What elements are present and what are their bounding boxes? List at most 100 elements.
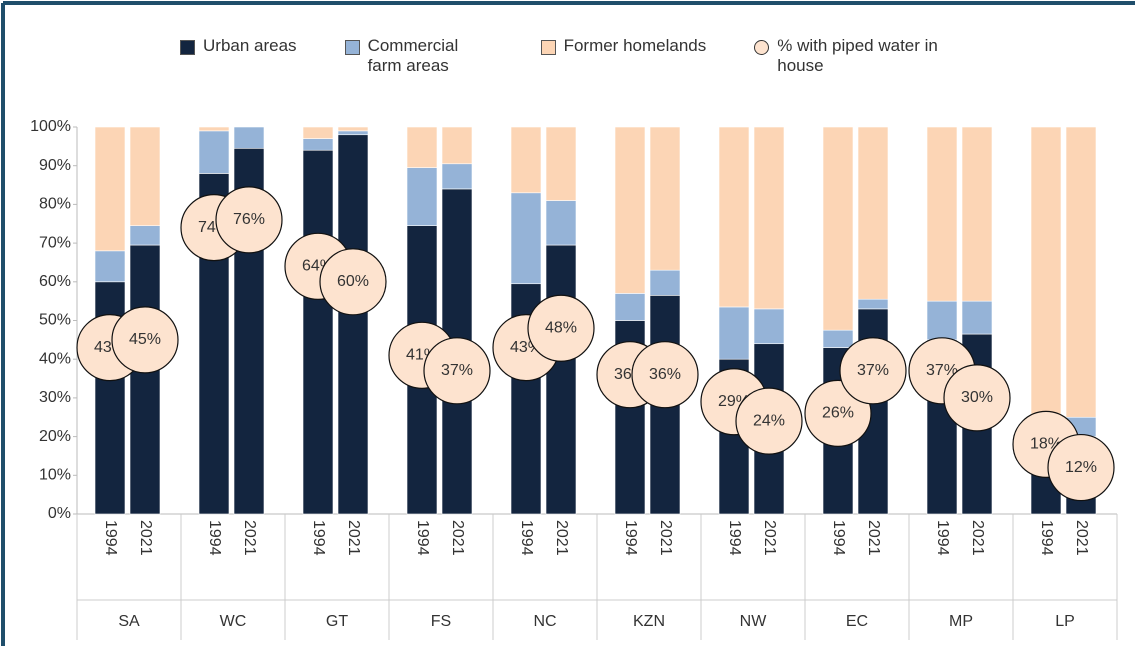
legend-swatch <box>540 40 556 55</box>
x-tick-label: 1994 <box>830 520 847 556</box>
x-tick-label: 2021 <box>761 520 778 556</box>
y-tick-label: 30% <box>39 389 71 406</box>
y-tick-label: 80% <box>39 196 71 213</box>
bar-segment <box>441 126 473 165</box>
bar-segment <box>129 126 161 226</box>
bar-segment <box>129 225 161 246</box>
bar-segment <box>545 244 577 515</box>
legend-label: Urban areas <box>203 36 297 55</box>
marker <box>839 337 907 405</box>
bar-segment <box>233 126 265 149</box>
marker <box>943 364 1011 432</box>
marker-label: 12% <box>1065 459 1097 476</box>
group-label: LP <box>1055 613 1075 630</box>
legend-item: Urban areas <box>180 36 297 76</box>
bar-segment <box>94 250 126 283</box>
marker <box>319 248 387 316</box>
bar-segment <box>510 192 542 285</box>
bar-segment <box>926 126 958 302</box>
bar-segment <box>337 126 369 132</box>
bar-segment <box>649 269 681 296</box>
bar-segment <box>406 167 438 226</box>
group-label: MP <box>949 613 973 630</box>
bar-segment <box>961 300 993 335</box>
marker <box>1047 433 1115 502</box>
marker-label: 60% <box>337 273 369 290</box>
legend-label: Former homelands <box>563 36 707 55</box>
marker-label: 76% <box>233 211 265 228</box>
marker <box>423 337 491 405</box>
y-tick-label: 100% <box>30 118 71 135</box>
marker <box>527 294 595 362</box>
x-tick-label: 2021 <box>241 520 258 556</box>
x-tick-label: 1994 <box>726 520 743 556</box>
legend-label: % with piped water in house <box>777 36 938 75</box>
bar-segment <box>198 126 230 132</box>
bar-segment <box>545 200 577 246</box>
bar-segment <box>857 298 889 310</box>
legend-item: % with piped water in house <box>754 36 947 76</box>
legend-swatch <box>344 40 360 55</box>
bar-segment <box>198 130 230 174</box>
x-tick-label: 2021 <box>865 520 882 556</box>
y-tick-label: 90% <box>39 157 71 174</box>
x-tick-label: 1994 <box>206 520 223 556</box>
x-tick-label: 1994 <box>414 520 431 556</box>
bar-segment <box>441 163 473 190</box>
x-tick-label: 2021 <box>449 520 466 556</box>
x-tick-label: 2021 <box>1073 520 1090 556</box>
bar-segment <box>614 293 646 321</box>
marker <box>631 341 699 409</box>
marker-label: 26% <box>822 405 854 422</box>
y-tick-label: 60% <box>39 273 71 290</box>
x-tick-label: 2021 <box>345 520 362 556</box>
bar-segment <box>857 126 889 300</box>
group-label: NW <box>740 613 768 630</box>
y-tick-label: 20% <box>39 428 71 445</box>
bar-segment <box>1065 126 1097 418</box>
y-tick-label: 50% <box>39 312 71 329</box>
x-tick-label: 1994 <box>1038 520 1055 556</box>
marker-label: 48% <box>545 319 577 336</box>
x-tick-label: 1994 <box>518 520 535 556</box>
bar-segment <box>753 126 785 310</box>
x-tick-label: 1994 <box>102 520 119 556</box>
marker-label: 36% <box>649 366 681 383</box>
group-label: EC <box>846 613 868 630</box>
group-label: WC <box>220 613 247 630</box>
marker-label: 45% <box>129 331 161 348</box>
y-tick-label: 0% <box>48 505 71 522</box>
group-label: NC <box>533 613 556 630</box>
bar-segment <box>649 126 681 271</box>
marker <box>735 387 803 455</box>
bar-segment <box>822 126 854 331</box>
bar-segment <box>94 126 126 252</box>
bar-segment <box>337 134 369 515</box>
marker-label: 37% <box>926 362 958 379</box>
legend: Urban areas Commercial farm areas Former h… <box>180 36 947 76</box>
group-label: KZN <box>633 613 665 630</box>
group-label: FS <box>431 613 451 630</box>
bar-segment <box>545 126 577 201</box>
bar-segment <box>614 126 646 294</box>
x-tick-label: 2021 <box>969 520 986 556</box>
bar-segment <box>1030 126 1062 430</box>
group-label: GT <box>326 613 348 630</box>
marker-label: 37% <box>857 362 889 379</box>
marker-label: 24% <box>753 412 785 429</box>
bar-segment <box>510 126 542 194</box>
bar-segment <box>129 244 161 515</box>
marker-label: 37% <box>441 362 473 379</box>
bar-segment <box>926 300 958 341</box>
marker <box>215 186 283 254</box>
legend-item: Commercial farm areas <box>344 36 493 76</box>
bar-segment <box>753 308 785 345</box>
legend-swatch <box>754 40 770 55</box>
legend-swatch <box>180 40 195 55</box>
bar-segment <box>302 149 334 515</box>
marker-label: 30% <box>961 389 993 406</box>
bar-segment <box>302 138 334 151</box>
marker <box>111 306 179 374</box>
